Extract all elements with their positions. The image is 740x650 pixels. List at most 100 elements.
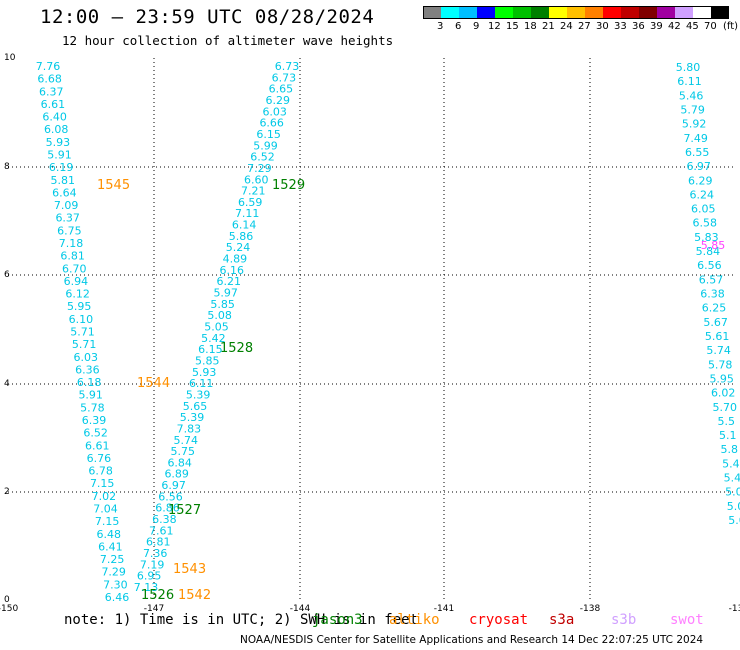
colorbar-label: 9 [473, 21, 480, 32]
wave-height-value: 5.71 [70, 326, 95, 339]
wave-height-value: 6.39 [82, 414, 107, 427]
pass-number-label: 1544 [137, 376, 170, 391]
wave-height-value: 7.21 [241, 185, 266, 198]
wave-height-value: 5.5 [718, 415, 736, 428]
wave-height-value: 6.76 [87, 452, 112, 465]
satellite-legend-item: s3a [549, 612, 575, 628]
wave-height-value: 5.92 [682, 118, 707, 131]
credit-line: NOAA/NESDIS Center for Satellite Applica… [240, 634, 704, 646]
axis-ticks: -150 -147 -144 -141 -138 -13 10 8 6 4 2 0 [0, 53, 740, 614]
colorbar-label: 42 [668, 21, 681, 32]
y-tick-label: 2 [4, 487, 10, 497]
wave-height-value: 6.89 [164, 468, 189, 481]
wave-height-value: 5.91 [47, 149, 72, 162]
wave-height-value: 7.15 [90, 477, 115, 490]
satellite-legend-item: s3b [611, 612, 637, 628]
wave-height-value: 7.29 [247, 162, 272, 175]
wave-height-value: 6.78 [88, 465, 113, 478]
colorbar-swatch [513, 6, 531, 19]
wave-height-value: 6.97 [161, 479, 186, 492]
colorbar-label: 3 [437, 21, 444, 32]
wave-height-value: 6.19 [49, 161, 74, 174]
wave-height-value: 6.46 [105, 591, 130, 604]
colorbar-swatch [603, 6, 621, 19]
pass-labels: 1545 1529 1528 1544 1527 1543 1526 1542 [97, 178, 305, 603]
wave-height-value: 7.29 [101, 566, 126, 579]
colorbar-swatch [621, 6, 639, 19]
colorbar-swatch [711, 6, 729, 19]
wave-height-value: 6.36 [75, 363, 100, 376]
wave-height-value: 6.65 [269, 83, 294, 96]
colorbar-label: 70 [704, 21, 717, 32]
colorbar-swatch [639, 6, 657, 19]
wave-height-value: 6.59 [238, 196, 263, 209]
colorbar-label: 21 [542, 21, 555, 32]
pass-number-label: 1529 [272, 178, 305, 193]
wave-height-value: 7.18 [59, 237, 84, 250]
wave-height-value: 6.21 [217, 275, 242, 288]
wave-height-value: 7.13 [134, 581, 159, 594]
x-tick-label: -147 [144, 604, 164, 614]
colorbar-label: 15 [506, 21, 519, 32]
wave-height-value: 5.95 [67, 300, 92, 313]
colorbar-swatch [495, 6, 513, 19]
wave-height-value: 6.29 [688, 174, 713, 187]
wave-height-value: 6.64 [52, 186, 77, 199]
wave-height-value: 6.97 [686, 160, 711, 173]
colorbar-swatch [657, 6, 675, 19]
wave-height-value: 5.93 [192, 366, 217, 379]
wave-height-value: 5.86 [229, 230, 254, 243]
pass-number-label: 1542 [178, 588, 211, 603]
pass-number-label: 1528 [220, 341, 253, 356]
page-subtitle: 12 hour collection of altimeter wave hei… [62, 33, 394, 48]
wave-height-value: 5.71 [72, 338, 97, 351]
wave-height-value: 6.15 [198, 343, 223, 356]
x-tick-label: -138 [580, 604, 601, 614]
wave-height-value: 6.02 [711, 387, 736, 400]
footer-note: note: 1) Time is in UTC; 2) SWH is in fe… [64, 612, 419, 628]
colorbar-swatch [423, 6, 441, 19]
wave-height-value: 5.0 [727, 500, 740, 513]
wave-height-value: 6.29 [266, 94, 291, 107]
wave-height-value: 6.12 [65, 288, 90, 301]
wave-height-value: 6.11 [189, 377, 214, 390]
wave-height-value: 6.24 [690, 188, 715, 201]
wave-height-value: 6.03 [74, 351, 99, 364]
pass-number-label: 1527 [168, 503, 201, 518]
page-title: 12:00 — 23:59 UTC 08/28/2024 [40, 6, 375, 28]
wave-height-value: 6.08 [44, 123, 69, 136]
wave-height-value: 6.52 [250, 151, 275, 164]
wave-height-value: 5.74 [706, 344, 731, 357]
wave-height-value: 6.16 [220, 264, 245, 277]
wave-height-value: 5.85 [701, 239, 726, 252]
y-tick-label: 4 [4, 379, 10, 389]
wave-height-value: 6.38 [700, 288, 725, 301]
colorbar-label: 39 [650, 21, 663, 32]
satellite-legend-item: swot [670, 612, 704, 628]
wave-height-value: 5.8 [721, 443, 739, 456]
wave-height-value: 6.61 [85, 439, 110, 452]
colorbar-unit: (ft) [723, 21, 739, 32]
wave-height-value: 7.11 [235, 207, 260, 220]
wave-height-value: 6.75 [57, 224, 82, 237]
wave-height-value: 7.19 [140, 558, 165, 571]
wave-height-value: 5.08 [207, 309, 232, 322]
wave-height-value: 5.75 [171, 445, 196, 458]
wave-height-value: 6.55 [685, 146, 710, 159]
wave-height-value: 6.05 [691, 203, 716, 216]
wave-height-value: 5.74 [174, 434, 199, 447]
wave-height-value: 7.61 [149, 524, 174, 537]
wave-height-value: 6.86 [155, 502, 180, 515]
colorbar-swatch [459, 6, 477, 19]
x-tick-label: -141 [434, 604, 454, 614]
x-tick-label: -144 [290, 604, 311, 614]
wave-height-value: 6.73 [275, 60, 300, 73]
wave-height-value: 6.94 [64, 275, 89, 288]
wave-height-value: 6.81 [146, 536, 171, 549]
wave-height-value: 5.39 [180, 411, 205, 424]
wave-height-value: 6.37 [55, 212, 80, 225]
colorbar-label: 27 [578, 21, 591, 32]
wave-height-value: 6.70 [62, 262, 87, 275]
altimeter-tracks: 7.766.686.376.616.406.085.935.916.195.81… [36, 60, 740, 604]
